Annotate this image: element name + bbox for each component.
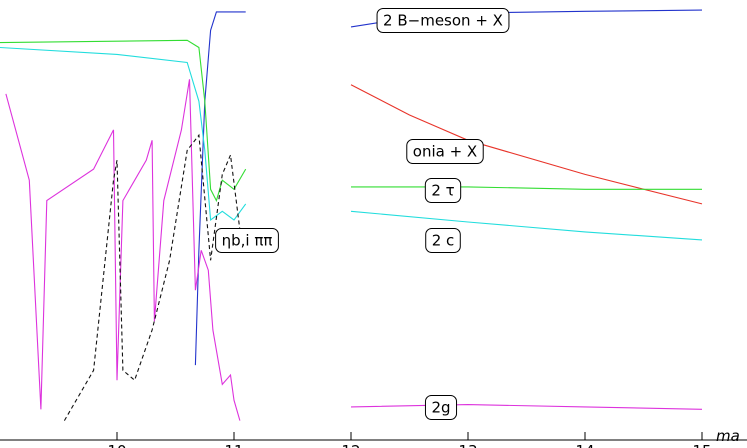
x-tick-label: 13 [458, 442, 477, 448]
label-box [376, 8, 510, 33]
series-label: 2 B−meson + X [383, 12, 503, 30]
x-tick-label: 12 [341, 442, 360, 448]
series-line [0, 39, 702, 203]
x-tick-label: 10 [107, 442, 126, 448]
series-line [63, 133, 241, 421]
series-label: 2 τ [431, 182, 454, 200]
series-line [0, 46, 703, 241]
series-label: ηb,i ππ [222, 232, 273, 250]
label-box [425, 228, 461, 253]
label-box [406, 139, 484, 164]
x-tick-label: 11 [224, 442, 243, 448]
x-tick-label: 15 [692, 442, 711, 448]
label-box [215, 228, 279, 253]
label-box [424, 178, 462, 203]
label-box [424, 395, 458, 420]
series-label: 2g [431, 399, 450, 417]
series-label: 2 c [432, 232, 455, 250]
x-tick-label: 14 [575, 442, 594, 448]
series-line [350, 84, 703, 205]
x-axis-label: ma [716, 427, 740, 445]
series-line [5, 79, 703, 421]
series-label: onia + X [413, 143, 477, 161]
